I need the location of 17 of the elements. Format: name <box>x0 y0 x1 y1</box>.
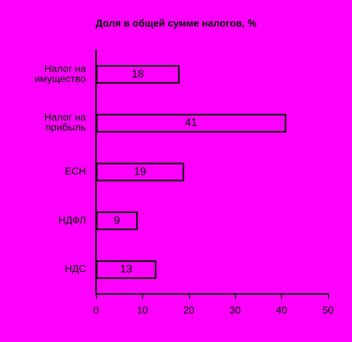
y-tick-label: ЕСН <box>64 166 86 178</box>
x-tick-label: 0 <box>93 306 100 316</box>
y-tick-label: Налог на прибыль <box>44 112 86 134</box>
chart-title: Доля в общей сумме налогов, % <box>95 18 257 30</box>
data-label: 9 <box>114 214 120 227</box>
x-tick-label: 50 <box>322 306 334 316</box>
data-label: 18 <box>132 68 144 80</box>
y-tick-label: НДС <box>64 264 86 276</box>
y-tick-label: НДФЛ <box>58 215 86 226</box>
data-label: 13 <box>120 264 132 276</box>
x-tick-label: 30 <box>230 306 242 316</box>
x-tick-label: 40 <box>276 306 288 316</box>
y-tick-label: Налог на имущество <box>34 64 86 85</box>
x-tick-label: 20 <box>183 306 195 316</box>
data-label: 19 <box>134 166 146 178</box>
x-tick-label: 10 <box>136 306 148 316</box>
data-label: 41 <box>184 117 198 130</box>
